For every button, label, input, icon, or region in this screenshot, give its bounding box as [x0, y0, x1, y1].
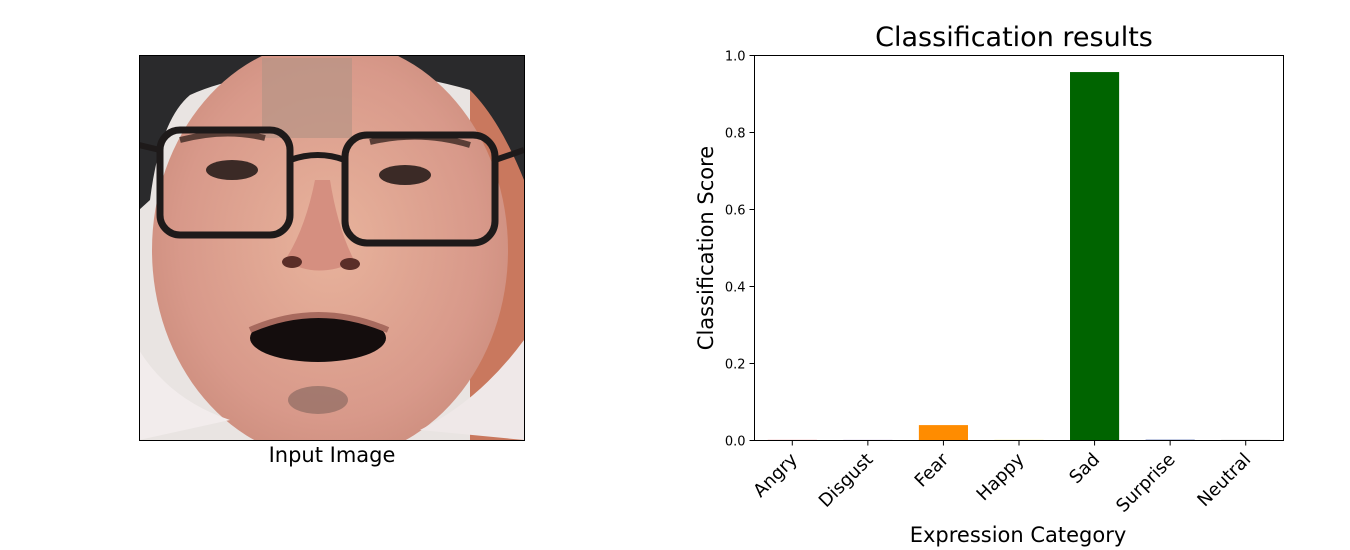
face-photo [139, 55, 524, 440]
x-tick-label-happy: Happy [973, 449, 1029, 505]
y-tick-label: 0.6 [725, 204, 746, 219]
x-tick-label-disgust: Disgust [815, 449, 878, 512]
y-tick-label: 0.0 [725, 435, 746, 450]
bars-group [767, 72, 1271, 441]
x-axis: Angry Disgust Fear Happy Sad Surprise Neutral [749, 440, 1255, 517]
x-tick-label-fear: Fear [911, 449, 954, 492]
x-tick-label-sad: Sad [1065, 449, 1104, 488]
chart-title: Classification results [875, 22, 1153, 53]
plot-frame [754, 55, 1284, 441]
bar-fear [918, 425, 968, 441]
x-tick-label-neutral: Neutral [1193, 449, 1255, 511]
y-tick-label: 0.4 [725, 281, 746, 296]
bar-sad [1070, 72, 1120, 441]
y-axis-title: Classification Score [694, 146, 718, 350]
y-tick-label: 1.0 [725, 50, 746, 65]
image-caption: Input Image [269, 443, 396, 467]
input-image-panel: Input Image [139, 55, 525, 467]
image-frame [139, 55, 525, 441]
y-tick-label: 0.8 [725, 127, 746, 142]
bar-chart: Classification results 0.0 0.2 0.4 0.6 0.8 1.… [694, 22, 1284, 547]
x-tick-label-angry: Angry [749, 449, 802, 502]
y-axis: 0.0 0.2 0.4 0.6 0.8 1.0 [725, 50, 755, 450]
x-tick-label-surprise: Surprise [1112, 449, 1180, 517]
y-tick-label: 0.2 [725, 358, 746, 373]
x-axis-title: Expression Category [910, 523, 1127, 547]
